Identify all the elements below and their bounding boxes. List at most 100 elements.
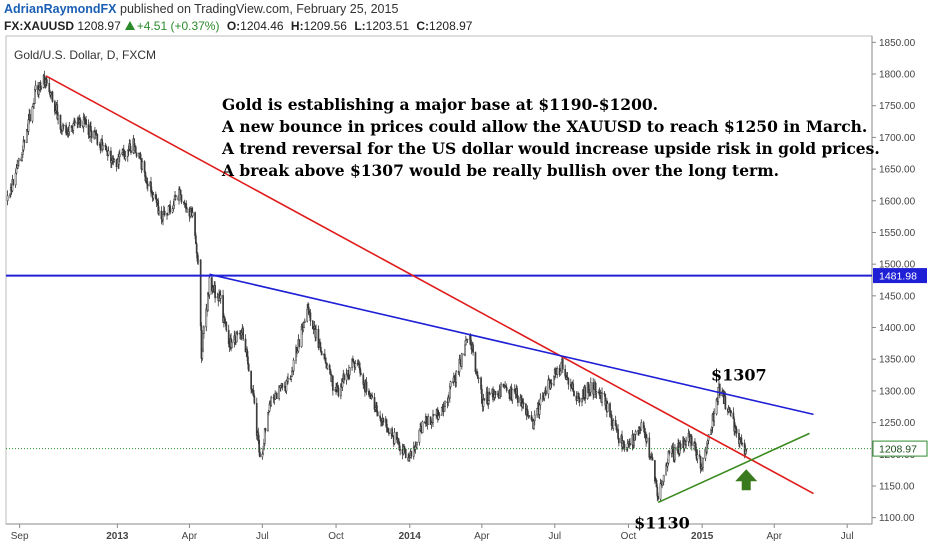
candle-body <box>46 79 48 84</box>
candle-body <box>343 374 345 381</box>
x-tick-label: Jul <box>548 531 561 542</box>
candle-body <box>337 387 340 397</box>
candle-body <box>135 152 138 157</box>
candle-body <box>455 371 458 383</box>
candle-body <box>539 398 542 406</box>
candle-body <box>79 119 82 127</box>
candle-body <box>730 410 732 414</box>
candle-body <box>573 391 575 397</box>
candle-body <box>745 448 748 452</box>
x-tick-label: Oct <box>328 531 344 542</box>
candle-body <box>564 369 567 377</box>
candle-body <box>477 377 480 379</box>
candle-body <box>309 312 312 322</box>
open-label: O: <box>226 19 241 33</box>
candle-body <box>399 448 401 451</box>
candle-body <box>718 383 721 396</box>
candle-body <box>617 437 620 444</box>
candle-body <box>740 437 743 444</box>
candle-body <box>57 114 59 120</box>
candle-body <box>247 363 250 372</box>
candle-body <box>550 383 553 385</box>
candle-body <box>741 442 744 445</box>
candle-body <box>174 195 177 198</box>
candle-body <box>118 153 121 158</box>
candle-body <box>545 390 547 395</box>
candle-body <box>23 139 26 143</box>
candle-body <box>464 339 467 346</box>
candle-body <box>290 376 293 380</box>
candle-body <box>107 150 110 156</box>
candle-body <box>623 443 626 450</box>
candle-body <box>404 448 407 458</box>
candle-body <box>517 395 519 403</box>
candle-body <box>578 397 581 403</box>
candle-body <box>34 85 37 90</box>
candle-body <box>6 195 9 202</box>
candle-body <box>589 382 592 393</box>
y-axis-ticks: 1100.001150.001200.001250.001300.001350.… <box>872 38 916 524</box>
candle-body <box>225 322 228 331</box>
candle-body <box>253 395 256 404</box>
candle-body <box>713 413 716 422</box>
candle-body <box>640 422 643 431</box>
y-tick-label: 1400.00 <box>879 323 916 334</box>
high-value: 1209.56 <box>303 19 347 33</box>
candle-body <box>199 259 202 327</box>
candle-body <box>146 183 149 187</box>
candle-body <box>270 397 273 406</box>
candle-body <box>287 377 289 382</box>
candle-body <box>657 495 659 500</box>
up-triangle-icon <box>124 21 135 30</box>
y-tick-label: 1700.00 <box>879 133 916 144</box>
candle-body <box>459 358 462 365</box>
candle-body <box>547 379 550 395</box>
candle-body <box>292 359 295 372</box>
candle-body <box>40 87 43 89</box>
candle-body <box>74 120 76 124</box>
candle-body <box>595 391 598 394</box>
plot-area[interactable] <box>5 35 873 525</box>
x-tick-label: Jul <box>256 531 269 542</box>
last-price-tag <box>872 440 928 457</box>
candle-body <box>219 295 222 299</box>
candle-body <box>90 131 93 139</box>
trendline-1 <box>209 273 814 416</box>
symbol-label[interactable]: FX:XAUUSD <box>4 19 75 33</box>
candle-body <box>315 329 317 338</box>
x-tick-label: Apr <box>182 531 198 542</box>
candle-body <box>522 402 525 405</box>
candle-body <box>474 352 477 372</box>
last-price-value: 1208.97 <box>77 19 121 33</box>
y-tick-label: 1850.00 <box>879 38 916 49</box>
candle-body <box>113 159 115 162</box>
candle-body <box>421 421 424 433</box>
chart-header: AdrianRaymondFX published on TradingView… <box>0 0 932 36</box>
candle-body <box>724 396 727 410</box>
candle-body <box>96 133 99 145</box>
candle-body <box>303 320 306 323</box>
y-tick-label: 1250.00 <box>879 418 916 429</box>
candle-body <box>629 443 631 446</box>
annotation-line-1: Gold is establishing a major base at $11… <box>222 95 658 114</box>
candle-body <box>648 437 651 458</box>
author-link[interactable]: AdrianRaymondFX <box>4 2 117 16</box>
candle-body <box>326 364 329 369</box>
candle-body <box>511 388 514 401</box>
price-label-layer: $1307 $1130 <box>634 365 767 532</box>
candle-body <box>646 437 648 442</box>
candle-body <box>143 161 146 173</box>
x-tick-label: Sep <box>11 531 29 542</box>
candle-body <box>214 284 216 299</box>
candle-body <box>158 210 160 214</box>
candle-body <box>380 417 382 422</box>
candle-body <box>662 474 665 483</box>
horizontal-line-price-tag <box>873 268 927 284</box>
candle-body <box>464 344 466 356</box>
candle-body <box>365 381 368 392</box>
candle-body <box>14 172 17 186</box>
y-tick-label: 1350.00 <box>879 355 916 366</box>
annotation-line-2: A new bounce in prices could allow the X… <box>221 117 867 136</box>
candle-body <box>516 388 518 397</box>
